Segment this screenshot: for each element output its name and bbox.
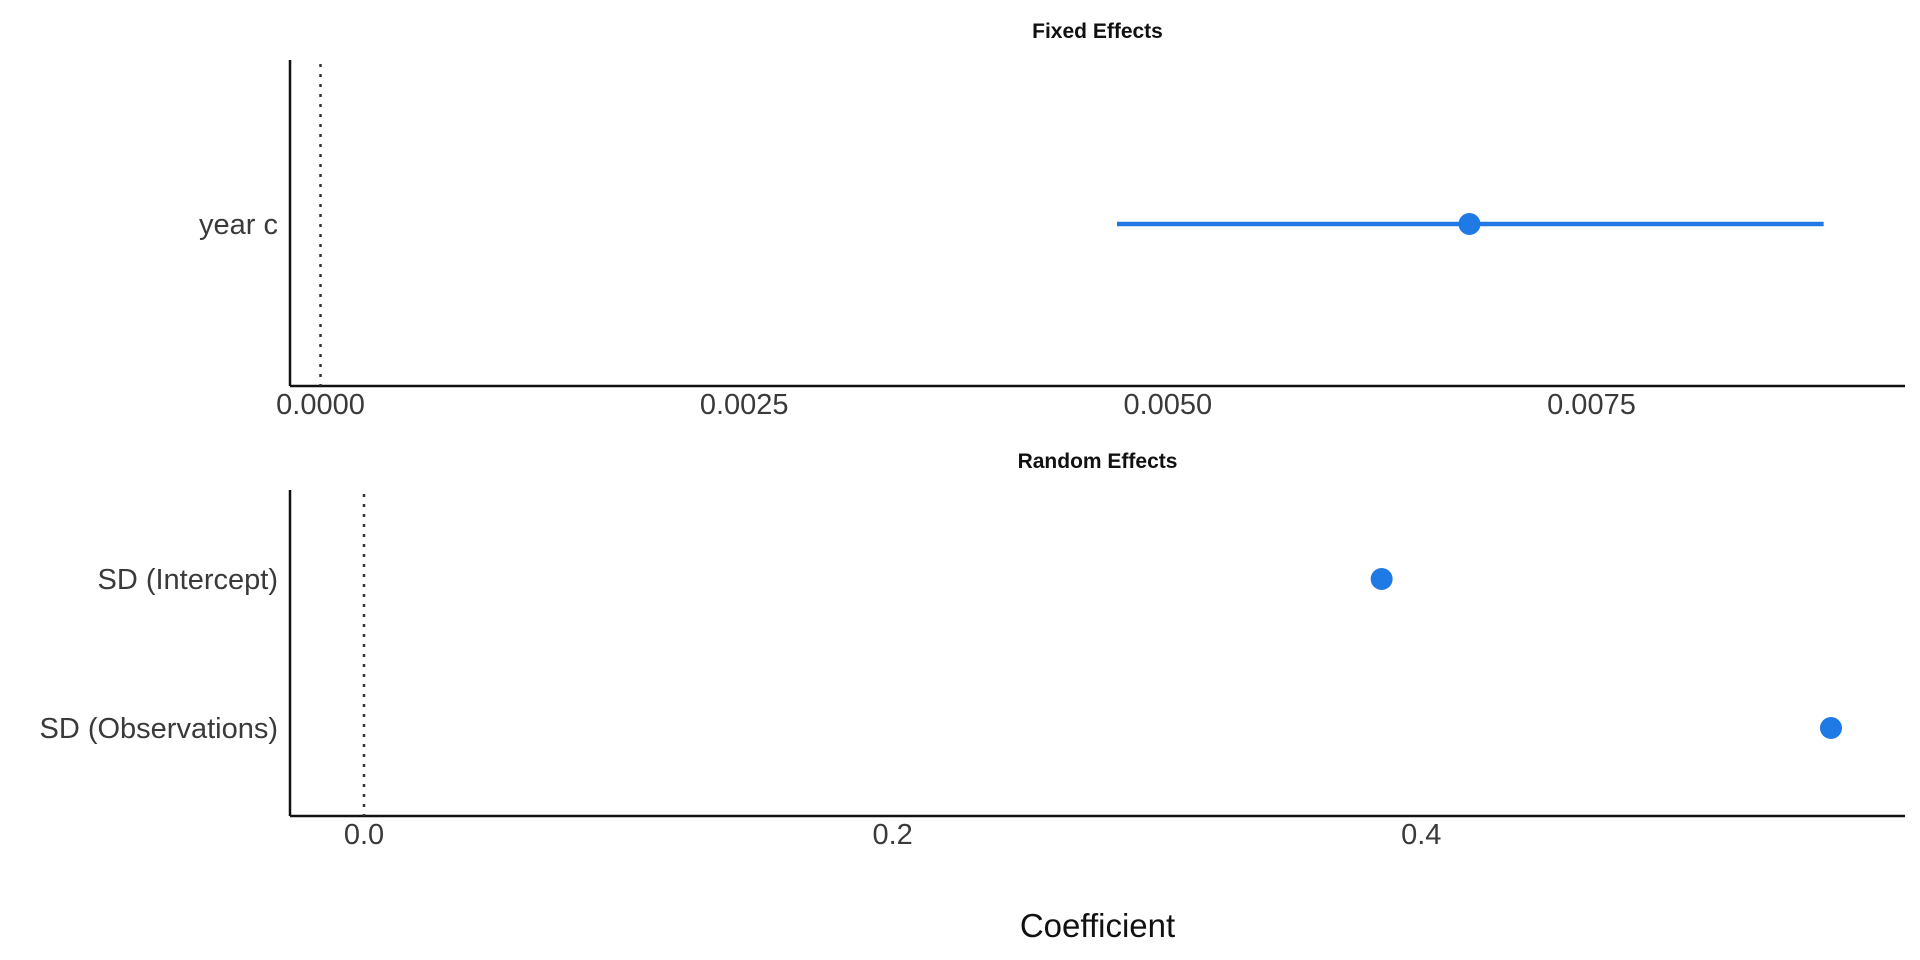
category-label: year c — [199, 209, 278, 241]
x-tick-label: 0.0025 — [700, 389, 789, 421]
x-axis-title: Coefficient — [1020, 907, 1175, 944]
estimate-point — [1458, 213, 1481, 235]
x-tick-label: 0.0075 — [1547, 389, 1636, 421]
x-tick-label: 0.0050 — [1123, 389, 1212, 421]
x-tick-label: 0.0000 — [276, 389, 365, 421]
estimate-point — [1819, 717, 1842, 739]
panel-title: Random Effects — [1018, 450, 1178, 473]
panel-title: Fixed Effects — [1032, 20, 1163, 43]
estimate-point — [1370, 568, 1393, 590]
x-tick-label: 0.2 — [872, 819, 912, 851]
x-tick-label: 0.0 — [344, 819, 384, 851]
x-tick-label: 0.4 — [1401, 819, 1441, 851]
category-label: SD (Intercept) — [98, 564, 279, 596]
category-label: SD (Observations) — [39, 713, 278, 745]
